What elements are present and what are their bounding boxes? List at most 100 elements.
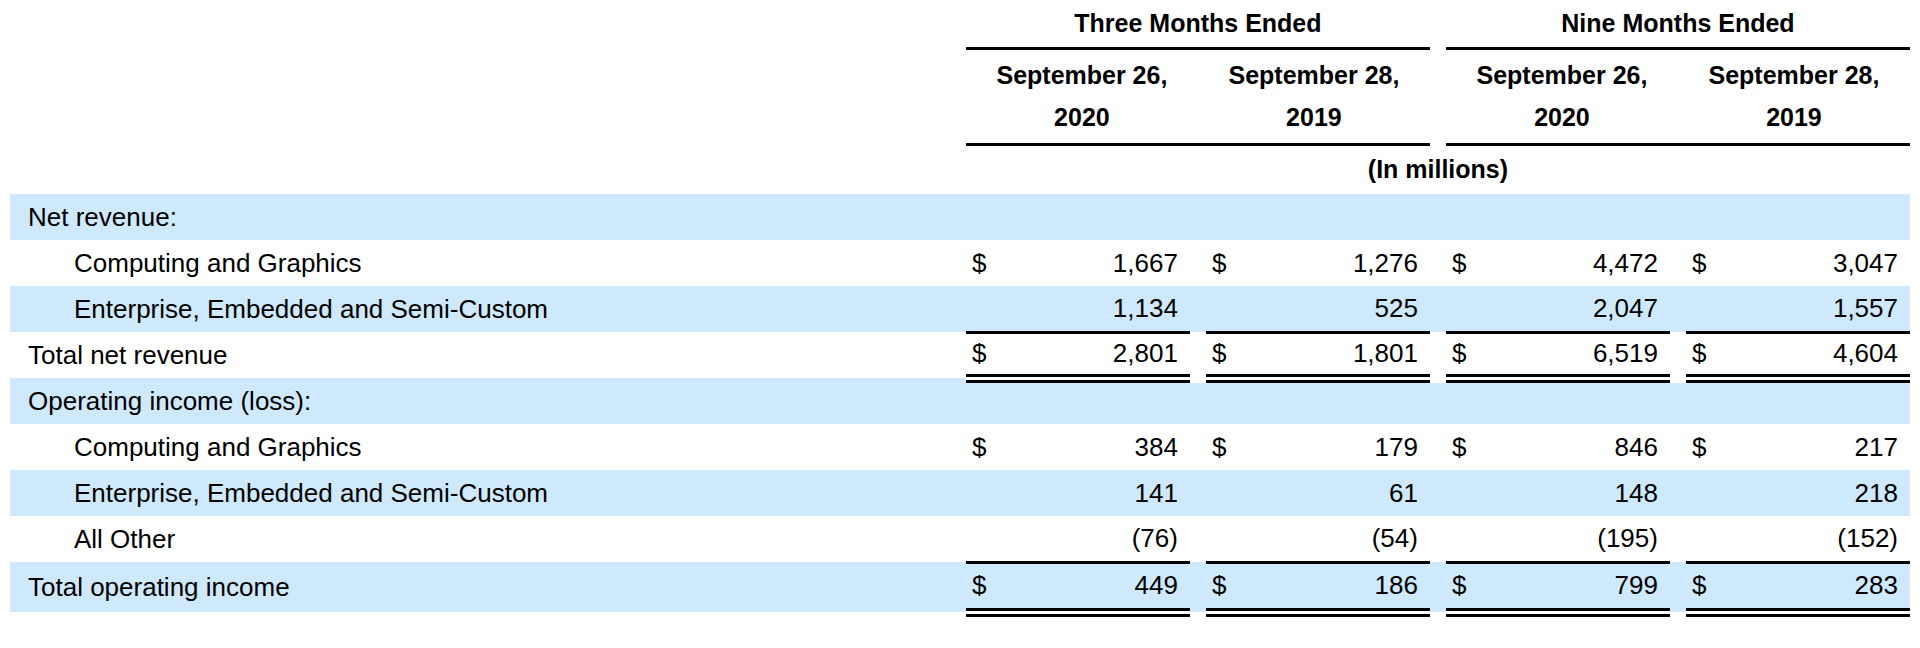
units-note: (In millions): [966, 144, 1910, 194]
cell-value: 799: [1476, 562, 1670, 612]
empty-cells: [966, 194, 1910, 240]
units-row: (In millions): [10, 144, 1910, 194]
column-header-date: September 26, 2020: [1446, 54, 1678, 138]
cell-gap: [1670, 424, 1686, 470]
cell-dollar: [966, 470, 996, 516]
cell-gap: [1430, 424, 1446, 470]
column-header-date: September 28, 2019: [1198, 54, 1430, 138]
financial-statement-page: Three Months Ended Nine Months Ended Sep…: [0, 0, 1920, 648]
row-label: Operating income (loss):: [10, 378, 966, 424]
cell-gap: [1190, 470, 1206, 516]
row-label: Total operating income: [10, 562, 966, 612]
cell-dollar: [1446, 470, 1476, 516]
cell-value: 217: [1716, 424, 1910, 470]
date-header-row: September 26, 2020 September 28, 2019 Se…: [10, 48, 1910, 144]
cell-value: 2,047: [1476, 286, 1670, 332]
cell-value: 186: [1236, 562, 1430, 612]
cell-dollar: $: [1206, 424, 1236, 470]
cell-value: (76): [996, 516, 1190, 562]
cell-dollar: $: [1686, 562, 1716, 612]
cell-dollar: [966, 286, 996, 332]
cell-gap: [1670, 516, 1686, 562]
cell-gap: [1670, 286, 1686, 332]
cell-value: (195): [1476, 516, 1670, 562]
cell-gap: [1670, 470, 1686, 516]
period-group-header-row: Three Months Ended Nine Months Ended: [10, 0, 1910, 48]
cell-value: 1,276: [1236, 240, 1430, 286]
cell-value: 61: [1236, 470, 1430, 516]
cell-gap: [1190, 286, 1206, 332]
table-row-computing-graphics-revenue: Computing and Graphics $ 1,667 $ 1,276 $…: [10, 240, 1910, 286]
date-headers-nine-months: September 26, 2020 September 28, 2019: [1446, 48, 1910, 144]
cell-dollar: $: [1446, 240, 1476, 286]
group-header-three-months: Three Months Ended: [966, 0, 1430, 48]
cell-value: 1,134: [996, 286, 1190, 332]
cell-dollar: $: [1446, 332, 1476, 378]
header-spacer: [10, 144, 966, 194]
cell-value: (54): [1236, 516, 1430, 562]
cell-value: 148: [1476, 470, 1670, 516]
cell-value: 846: [1476, 424, 1670, 470]
cell-value: 6,519: [1476, 332, 1670, 378]
cell-gap: [1670, 332, 1686, 378]
segment-results-table: Three Months Ended Nine Months Ended Sep…: [10, 0, 1910, 617]
cell-dollar: [1446, 286, 1476, 332]
date-headers-three-months: September 26, 2020 September 28, 2019: [966, 48, 1430, 144]
cell-value: 3,047: [1716, 240, 1910, 286]
group-header-nine-months: Nine Months Ended: [1446, 0, 1910, 48]
row-label: Computing and Graphics: [10, 240, 966, 286]
group-gap: [1430, 48, 1446, 144]
table-row-enterprise-revenue: Enterprise, Embedded and Semi-Custom 1,1…: [10, 286, 1910, 332]
header-spacer: [10, 48, 966, 144]
cell-gap: [1190, 562, 1206, 612]
cell-value: 2,801: [996, 332, 1190, 378]
table-row-total-net-revenue: Total net revenue $ 2,801 $ 1,801 $ 6,51…: [10, 332, 1910, 378]
cell-dollar: $: [1686, 240, 1716, 286]
header-spacer: [10, 0, 966, 48]
cell-value: 384: [996, 424, 1190, 470]
cell-value: 1,667: [996, 240, 1190, 286]
cell-gap: [1430, 286, 1446, 332]
table-row-enterprise-income: Enterprise, Embedded and Semi-Custom 141…: [10, 470, 1910, 516]
cell-dollar: $: [966, 424, 996, 470]
cell-gap: [1430, 240, 1446, 286]
row-label: Computing and Graphics: [10, 424, 966, 470]
cell-dollar: $: [1446, 424, 1476, 470]
cell-dollar: [1446, 516, 1476, 562]
cell-dollar: $: [966, 240, 996, 286]
cell-dollar: [1206, 470, 1236, 516]
table-row-all-other: All Other (76) (54) (195) (152): [10, 516, 1910, 562]
cell-dollar: $: [1206, 240, 1236, 286]
cell-dollar: [1686, 286, 1716, 332]
cell-gap: [1190, 424, 1206, 470]
cell-value: 449: [996, 562, 1190, 612]
table-row-total-operating-income: Total operating income $ 449 $ 186 $ 799…: [10, 562, 1910, 612]
cell-gap: [1430, 332, 1446, 378]
cell-dollar: [1206, 516, 1236, 562]
cell-value: 179: [1236, 424, 1430, 470]
cell-value: 4,604: [1716, 332, 1910, 378]
row-label: Total net revenue: [10, 332, 966, 378]
cell-gap: [1670, 240, 1686, 286]
table-row-net-revenue-section: Net revenue:: [10, 194, 1910, 240]
cell-dollar: $: [1686, 424, 1716, 470]
row-label: Enterprise, Embedded and Semi-Custom: [10, 286, 966, 332]
cell-value: 1,557: [1716, 286, 1910, 332]
empty-cells: [966, 378, 1910, 424]
cell-dollar: [1206, 286, 1236, 332]
cell-value: 4,472: [1476, 240, 1670, 286]
column-header-date: September 26, 2020: [966, 54, 1198, 138]
cell-dollar: $: [1206, 332, 1236, 378]
cell-dollar: $: [966, 332, 996, 378]
cell-value: 141: [996, 470, 1190, 516]
cell-value: 1,801: [1236, 332, 1430, 378]
cell-gap: [1190, 240, 1206, 286]
row-label: Enterprise, Embedded and Semi-Custom: [10, 470, 966, 516]
row-label: Net revenue:: [10, 194, 966, 240]
cell-gap: [1430, 562, 1446, 612]
cell-gap: [1190, 332, 1206, 378]
cell-value: 218: [1716, 470, 1910, 516]
column-header-date: September 28, 2019: [1678, 54, 1910, 138]
cell-dollar: $: [966, 562, 996, 612]
table-row-operating-income-section: Operating income (loss):: [10, 378, 1910, 424]
